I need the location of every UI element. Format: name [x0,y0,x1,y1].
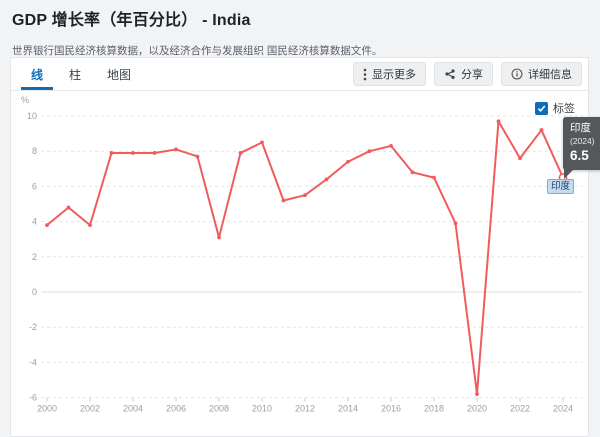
share-icon [444,68,456,80]
data-point[interactable] [346,159,350,164]
chart-card: 线 柱 地图 显示更多 分享 详细信息 [10,57,600,437]
data-point[interactable] [432,175,436,180]
data-point[interactable] [217,235,221,240]
data-point[interactable] [453,221,458,226]
data-point[interactable] [109,151,114,155]
y-tick-label: -4 [29,357,37,367]
tooltip-value: 6.5 [570,147,589,163]
y-tick-label: 10 [27,111,37,121]
x-tick-label: 2018 [424,404,444,414]
y-axis-unit: % [21,95,29,105]
x-tick-label: 2010 [252,404,272,414]
data-point[interactable] [66,205,71,210]
data-point[interactable] [174,147,178,152]
x-tick-label: 2022 [510,404,530,414]
share-button[interactable]: 分享 [434,62,493,86]
x-tick-label: 2006 [166,404,186,414]
show-more-label: 显示更多 [372,69,416,81]
labels-checkbox-label: 标签 [553,103,575,115]
tab-bar: 线 柱 地图 显示更多 分享 详细信息 [11,58,588,91]
labels-checkbox-checked[interactable] [535,101,548,115]
data-point[interactable] [410,170,415,175]
data-point[interactable] [281,198,286,203]
details-button[interactable]: 详细信息 [501,62,582,86]
series-line [46,120,564,396]
y-tick-label: -6 [29,393,37,403]
x-tick-label: 2016 [381,404,401,414]
data-point[interactable] [367,149,372,154]
chart-region: 10 8 6 4 2 0 -2 -4 -6% 2000 2002 2004 2006 2008 2010 20… [11,91,600,436]
info-icon [511,68,523,80]
data-point[interactable] [496,119,501,124]
data-point[interactable] [238,151,243,155]
tab-bar-chart[interactable]: 柱 [69,67,82,82]
page-title: GDP 增长率（年百分比） - India [12,12,251,29]
tab-map[interactable]: 地图 [107,67,132,82]
data-point[interactable] [45,223,49,228]
x-tick-label: 2004 [123,404,143,414]
toolbar: 显示更多 分享 详细信息 [353,58,588,90]
y-tick-label: 2 [32,252,37,262]
y-tick-label: 0 [32,287,37,297]
data-point[interactable] [195,154,200,159]
x-tick-label: 2000 [37,404,57,414]
kebab-icon [363,68,367,81]
x-tick-label: 2024 [553,404,573,414]
x-tick-label: 2008 [209,404,229,414]
data-point[interactable] [539,128,544,132]
tooltip-year: (2024) [570,136,595,147]
data-point[interactable] [389,144,393,148]
widget-header: GDP 增长率（年百分比） - India 世界银行国民经济核算数据，以及经济合… [12,6,588,58]
labels-toggle: 标签 [535,100,575,116]
page-subtitle: 世界银行国民经济核算数据，以及经济合作与发展组织 国民经济核算数据文件。 [12,45,383,57]
x-tick-label: 2012 [295,404,315,414]
data-point[interactable] [88,223,92,228]
data-point[interactable] [131,151,135,155]
tooltip-country: 印度 [570,122,591,134]
data-point[interactable] [260,140,264,145]
x-tick-label: 2020 [467,404,487,414]
data-point[interactable] [152,151,157,155]
x-tick-label: 2002 [80,404,100,414]
share-label: 分享 [461,69,483,81]
tooltip-arrow [564,168,574,179]
datapoint-tooltip: 印度 (2024) 6.5 [563,117,600,179]
gdp-line-chart[interactable]: 10 8 6 4 2 0 -2 -4 -6% 2000 2002 2004 2006 2008 2010 20… [11,91,588,431]
y-tick-label: 4 [32,217,37,227]
x-tick-label: 2014 [338,404,358,414]
data-point[interactable] [324,177,329,182]
data-point[interactable] [303,193,307,198]
y-tick-label: 6 [32,181,37,191]
y-tick-label: 8 [32,146,37,156]
y-tick-label: -2 [29,322,37,332]
data-point[interactable] [518,156,522,161]
tab-line[interactable]: 线 [21,58,54,90]
series-point-label[interactable]: 印度 [547,179,575,194]
show-more-button[interactable]: 显示更多 [353,62,426,86]
details-label: 详细信息 [528,69,572,81]
data-point[interactable] [475,392,479,396]
